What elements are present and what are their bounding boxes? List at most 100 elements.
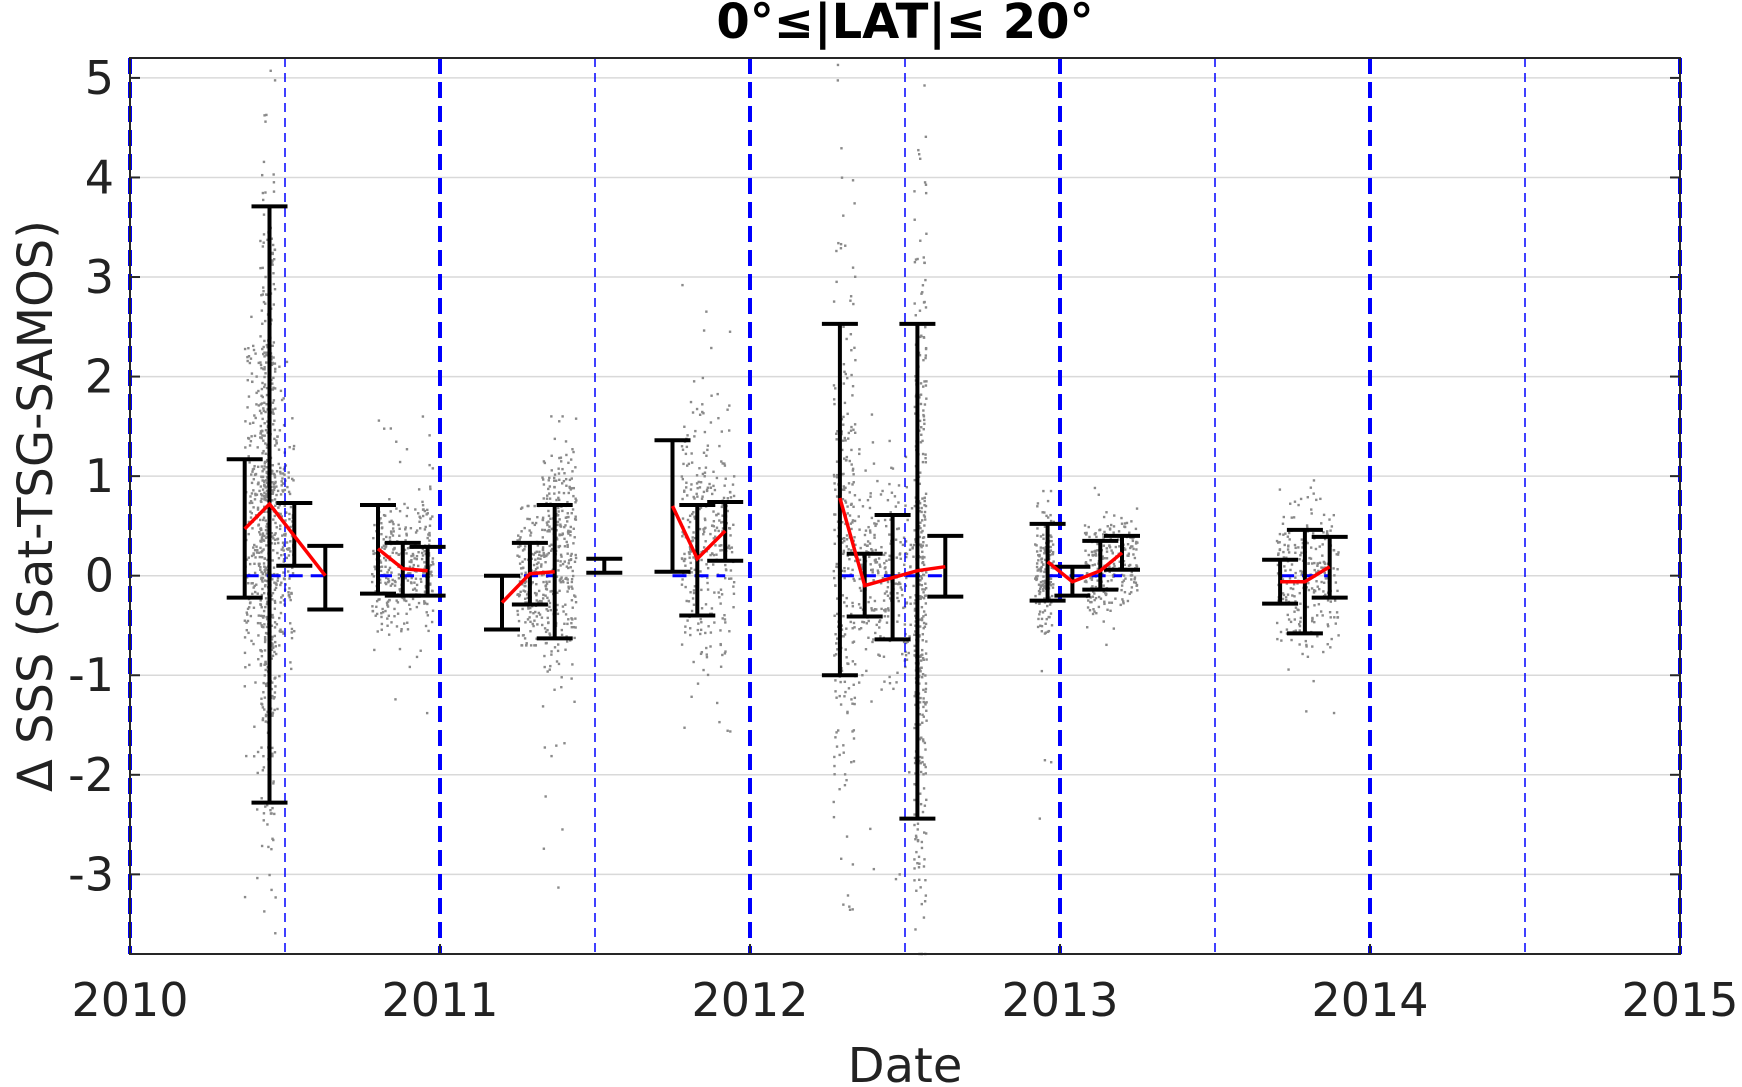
scatter-point [559,553,563,557]
scatter-point [523,558,527,561]
scatter-point [574,501,577,504]
scatter-point [259,568,262,572]
scatter-point [377,419,381,422]
scatter-point [723,576,727,580]
scatter-point [681,578,684,581]
scatter-point [251,380,254,384]
scatter-point [273,533,276,537]
scatter-point [264,498,267,502]
scatter-point [273,607,277,610]
scatter-point [918,535,921,539]
scatter-point [289,540,292,543]
scatter-point [1091,554,1095,557]
scatter-point [889,511,892,514]
scatter-point [690,483,693,486]
scatter-point [912,543,916,547]
scatter-point [913,823,916,827]
scatter-point [276,707,279,711]
scatter-point [280,553,283,557]
scatter-point [283,577,286,581]
scatter-point [1042,489,1045,493]
scatter-point [1051,552,1055,556]
scatter-point [390,571,393,574]
scatter-point [424,565,427,568]
scatter-point [695,474,699,477]
scatter-point [681,530,684,534]
scatter-point [918,419,922,423]
scatter-point [262,754,265,758]
scatter-point [846,711,849,715]
scatter-point [566,530,570,534]
scatter-point [262,213,266,216]
scatter-point [1041,580,1045,583]
scatter-point [1094,585,1098,589]
scatter-point [259,266,262,270]
scatter-point [923,418,926,422]
scatter-point [1312,479,1316,482]
scatter-point [249,516,253,519]
scatter-point [534,558,537,561]
scatter-point [288,596,291,599]
scatter-point [857,515,860,518]
scatter-point [924,384,928,387]
scatter-point [724,650,727,653]
scatter-point [406,628,410,631]
scatter-point [701,472,705,476]
scatter-point [835,642,838,645]
scatter-point [1281,522,1285,525]
scatter-point [263,708,266,711]
y-tick-label: -3 [68,847,114,901]
scatter-point [922,409,925,412]
scatter-point [520,572,523,575]
scatter-point [851,483,854,486]
scatter-point [247,556,250,559]
scatter-point [851,394,854,397]
scatter-point [870,413,874,416]
scatter-point [914,928,917,931]
scatter-point [924,461,928,464]
scatter-point [699,570,702,573]
scatter-point [543,654,546,658]
scatter-point [263,114,266,117]
scatter-point [282,632,285,635]
scatter-point [271,752,274,755]
scatter-point [852,481,855,484]
scatter-point [253,584,256,588]
scatter-point [841,439,845,442]
scatter-point [263,401,266,405]
scatter-point [923,588,926,591]
scatter-point [563,560,566,563]
scatter-point [920,292,923,295]
scatter-point [886,615,890,618]
scatter-point [381,526,384,529]
scatter-point [913,644,916,648]
scatter-point [925,701,928,704]
scatter-point [1036,502,1040,505]
scatter-point [288,577,291,580]
scatter-point [414,577,418,580]
scatter-point [853,579,856,582]
scatter-point [247,532,250,536]
scatter-point [1089,600,1092,604]
scatter-point [863,533,867,537]
scatter-point [720,505,724,509]
scatter-point [259,361,262,364]
scatter-point [924,682,928,685]
scatter-point [263,434,266,437]
scatter-point [265,532,269,535]
scatter-point [561,467,564,471]
scatter-point [563,622,566,626]
scatter-point [885,590,888,593]
scatter-point [883,518,887,522]
scatter-point [287,594,290,597]
scatter-point [924,765,927,769]
scatter-point [272,537,275,540]
scatter-point [914,694,917,698]
scatter-point [569,458,573,461]
scatter-point [519,536,522,539]
scatter-point [687,462,691,466]
scatter-point [917,153,921,156]
scatter-point [559,581,563,584]
scatter-point [1043,548,1046,551]
scatter-point [1278,548,1282,552]
